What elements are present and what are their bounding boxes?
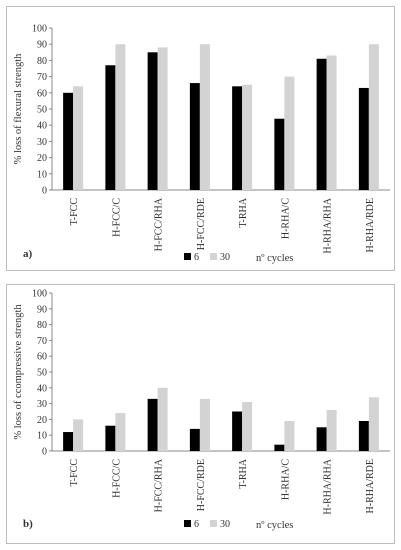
- y-tick-label: 90: [37, 304, 47, 315]
- y-tick-label: 40: [37, 383, 47, 394]
- y-tick-label: 10: [37, 169, 47, 180]
- x-tick-label: T-RHA: [238, 458, 249, 488]
- y-axis-title: % loss of ccompressive strength: [13, 304, 24, 440]
- legend-title: nº cycles: [256, 253, 293, 264]
- bar-series-6: [105, 65, 116, 190]
- bar-series-30: [368, 397, 379, 451]
- y-tick-label: 30: [37, 399, 47, 410]
- panel-label: b): [23, 518, 33, 530]
- legend-label-30: 30: [220, 252, 230, 263]
- y-tick-label: 70: [37, 72, 47, 83]
- legend-swatch-6: [184, 520, 191, 527]
- bar-series-30: [242, 84, 253, 190]
- x-tick-label: H-RHA/RHA: [323, 458, 334, 514]
- y-tick-label: 20: [37, 415, 47, 426]
- legend-title: nº cycles: [256, 520, 293, 531]
- y-tick-label: 40: [37, 121, 47, 132]
- legend-swatch-30: [210, 520, 217, 527]
- y-tick-label: 70: [37, 336, 47, 347]
- bar-series-6: [189, 83, 200, 190]
- bar-series-30: [284, 420, 295, 451]
- x-tick-label: H-RHA/C: [280, 459, 291, 500]
- bar-series-6: [63, 92, 74, 190]
- y-tick-label: 100: [32, 289, 47, 300]
- y-axis-title: % loss of flexural strength: [13, 53, 24, 165]
- bar-series-30: [115, 44, 126, 191]
- y-tick-label: 30: [37, 137, 47, 148]
- x-tick-label: T-RHA: [238, 197, 249, 227]
- bar-series-6: [63, 432, 74, 451]
- bar-series-6: [358, 420, 369, 451]
- bar-series-6: [358, 87, 369, 190]
- bar-series-6: [232, 86, 243, 190]
- x-tick-label: H-FCC/RHA: [154, 197, 165, 251]
- y-tick-label: 100: [32, 24, 47, 35]
- y-tick-label: 60: [37, 88, 47, 99]
- legend-swatch-6: [184, 253, 191, 260]
- flexural-strength-chart: 0 10 20 30 40 50 60 70 80 90 100 % loss of flexural…: [13, 24, 390, 264]
- y-tick-label: 50: [37, 368, 47, 379]
- bar-series-6: [189, 428, 200, 451]
- y-tick-label: 0: [42, 186, 47, 197]
- y-tick-label: 90: [37, 40, 47, 51]
- compressive-strength-chart: 0 10 20 30 40 50 60 70 80 90 100 % loss of ccompres…: [13, 289, 390, 531]
- bar-series-30: [73, 419, 84, 451]
- x-tick-label: H-RHA/RDE: [365, 459, 376, 513]
- legend-swatch-30: [210, 253, 217, 260]
- x-tick-label: H-FCC/RHA: [154, 458, 165, 512]
- bar-series-30: [326, 409, 337, 451]
- y-tick-label: 80: [37, 320, 47, 331]
- flexural-strength-chart-panel: 0 10 20 30 40 50 60 70 80 90 100 % loss of flexural…: [6, 6, 395, 271]
- bar-series-30: [284, 76, 295, 190]
- bar-series-30: [242, 402, 253, 451]
- bar-series-6: [316, 427, 327, 451]
- x-tick-label: H-FCC/RDE: [196, 459, 207, 511]
- bar-series-30: [73, 86, 84, 190]
- x-tick-label: T-FCC: [69, 198, 80, 226]
- x-tick-label: H-RHA/RDE: [365, 198, 376, 252]
- x-tick-label: H-FCC/C: [111, 198, 122, 237]
- y-tick-label: 20: [37, 153, 47, 164]
- y-tick-label: 0: [42, 447, 47, 458]
- bar-series-30: [115, 413, 126, 451]
- x-tick-label: H-FCC/C: [111, 459, 122, 498]
- panel-label: a): [23, 248, 33, 260]
- legend-label-6: 6: [194, 519, 199, 530]
- bar-series-30: [199, 44, 210, 191]
- compressive-strength-chart-panel: 0 10 20 30 40 50 60 70 80 90 100 % loss of ccompres…: [6, 284, 395, 544]
- bar-series-6: [316, 58, 327, 190]
- x-tick-label: T-FCC: [69, 459, 80, 487]
- legend-label-6: 6: [194, 252, 199, 263]
- legend-label-30: 30: [220, 519, 230, 530]
- bar-series-6: [147, 398, 158, 451]
- x-tick-label: H-RHA/RHA: [323, 197, 334, 253]
- bar-series-30: [326, 55, 337, 190]
- bar-series-6: [147, 52, 158, 190]
- bar-series-30: [157, 387, 168, 451]
- bar-series-6: [232, 411, 243, 451]
- y-tick-label: 10: [37, 431, 47, 442]
- y-tick-label: 80: [37, 56, 47, 67]
- y-tick-label: 50: [37, 105, 47, 116]
- bar-series-30: [157, 47, 168, 190]
- bar-series-6: [274, 444, 285, 451]
- x-tick-label: H-FCC/RDE: [196, 198, 207, 250]
- bar-series-30: [368, 44, 379, 191]
- bar-series-30: [199, 398, 210, 451]
- bar-series-6: [274, 118, 285, 190]
- y-tick-label: 60: [37, 352, 47, 363]
- bar-series-6: [105, 425, 116, 451]
- x-tick-label: H-RHA/C: [280, 198, 291, 239]
